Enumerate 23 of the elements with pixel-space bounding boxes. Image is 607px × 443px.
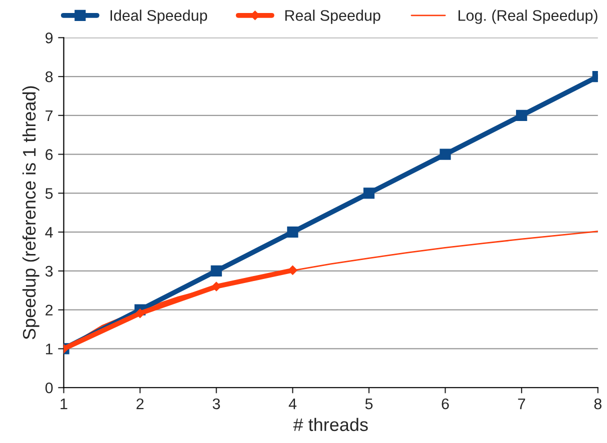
x-tick-label: 2 — [136, 398, 144, 410]
y-tick-label: 2 — [46, 304, 53, 316]
x-tick-label: 4 — [288, 398, 296, 410]
legend-label: Log. (Real Speedup) — [458, 10, 598, 24]
legend-label: Ideal Speedup — [110, 10, 208, 24]
x-tick-label: 7 — [518, 398, 526, 410]
y-tick-label: 0 — [45, 382, 53, 394]
x-axis-title: # threads — [293, 418, 368, 432]
y-tick-label: 8 — [45, 71, 53, 82]
x-tick-label: 1 — [60, 398, 68, 410]
y-tick-label: 9 — [46, 32, 53, 44]
y-axis-title: Speedup (reference is 1 thread) — [22, 86, 40, 340]
y-tick-label: 7 — [46, 110, 53, 121]
x-tick-label: 8 — [594, 398, 602, 410]
x-tick-label: 5 — [365, 398, 373, 410]
y-tick-label: 1 — [46, 344, 53, 354]
y-tick-label: 4 — [45, 227, 53, 238]
y-tick-label: 5 — [45, 188, 53, 199]
y-tick-label: 3 — [45, 266, 53, 277]
y-tick-label: 6 — [46, 149, 53, 160]
x-tick-label: 6 — [442, 398, 449, 410]
x-tick-label: 3 — [212, 398, 220, 410]
legend-label: Real Speedup — [285, 10, 380, 24]
